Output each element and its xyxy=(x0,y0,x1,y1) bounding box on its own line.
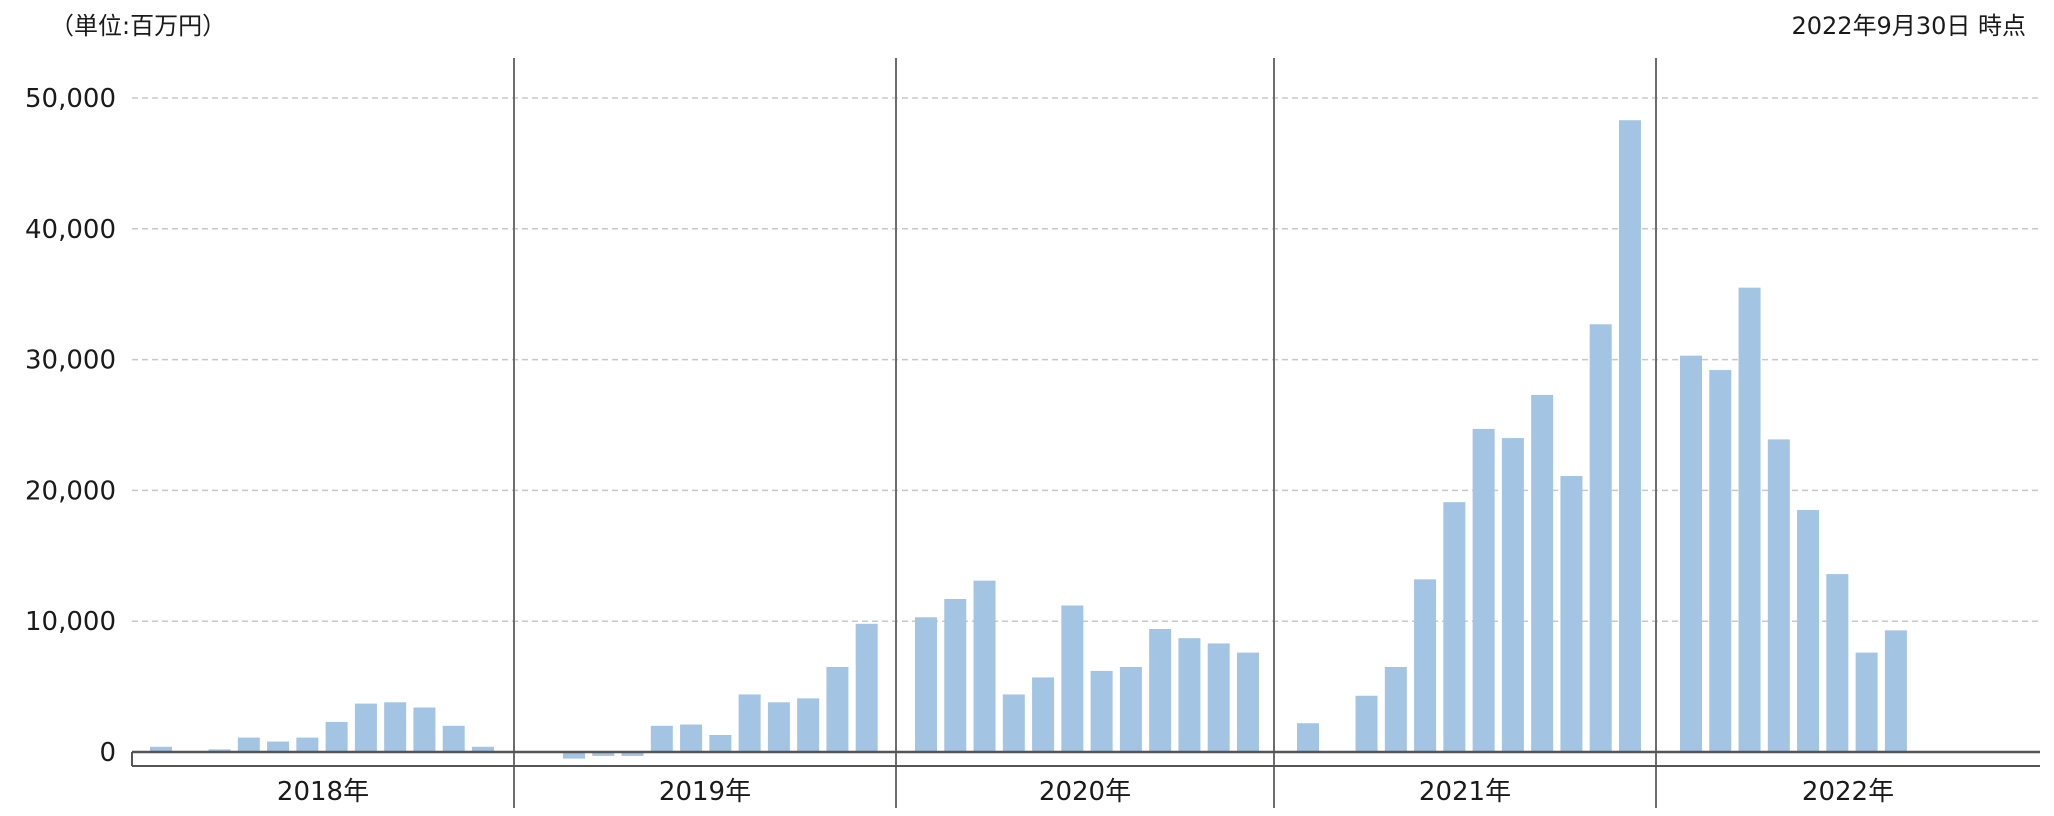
bar xyxy=(1855,652,1878,752)
bar xyxy=(384,702,407,752)
bar xyxy=(1032,677,1055,752)
bar xyxy=(621,752,644,756)
bar xyxy=(767,702,790,752)
bar xyxy=(1207,643,1230,752)
x-year-label: 2018年 xyxy=(277,777,369,807)
bar xyxy=(1384,666,1407,752)
bar xyxy=(150,746,172,752)
bar xyxy=(1002,694,1025,752)
x-year-label: 2019年 xyxy=(659,777,751,807)
bar xyxy=(208,749,231,752)
bar xyxy=(797,698,820,752)
bar xyxy=(1767,439,1790,752)
bar xyxy=(1560,476,1583,752)
bar xyxy=(1355,695,1378,752)
bar xyxy=(1884,630,1907,752)
bar xyxy=(1061,605,1084,752)
y-tick-label: 30,000 xyxy=(25,346,116,376)
bar xyxy=(1178,638,1201,752)
bar xyxy=(237,737,260,752)
y-tick-label: 20,000 xyxy=(25,476,116,506)
bar xyxy=(826,666,849,752)
as-of-date-label: 2022年9月30日 時点 xyxy=(1791,12,2026,40)
bar xyxy=(1531,394,1554,752)
bar xyxy=(973,580,996,752)
x-year-label: 2020年 xyxy=(1039,777,1131,807)
bar xyxy=(1738,287,1761,752)
bar xyxy=(442,725,465,752)
bar xyxy=(592,752,615,756)
unit-label: （単位:百万円） xyxy=(50,12,227,40)
bar xyxy=(1090,670,1113,752)
y-tick-label: 40,000 xyxy=(25,215,116,245)
bar xyxy=(1680,355,1702,752)
bar xyxy=(915,617,937,752)
bar xyxy=(1149,629,1172,752)
y-tick-label: 10,000 xyxy=(25,607,116,637)
y-tick-label: 0 xyxy=(99,738,116,768)
bar xyxy=(855,623,878,752)
bar xyxy=(1472,428,1495,752)
bar xyxy=(709,734,732,752)
bar xyxy=(1414,579,1437,752)
bar xyxy=(354,703,377,752)
bar xyxy=(267,741,290,752)
bar xyxy=(1826,574,1849,752)
y-tick-label: 50,000 xyxy=(25,84,116,114)
bar xyxy=(650,725,673,752)
bar xyxy=(1119,666,1142,752)
bar xyxy=(1589,324,1612,752)
bar xyxy=(944,598,967,752)
bar xyxy=(1443,502,1466,752)
bar xyxy=(1618,120,1641,752)
bar xyxy=(296,737,319,752)
bar xyxy=(1501,438,1524,752)
bar xyxy=(471,746,494,752)
bar xyxy=(563,752,585,759)
bar xyxy=(1236,652,1259,752)
bar xyxy=(1297,723,1319,752)
bar xyxy=(1797,510,1820,752)
bar xyxy=(1709,370,1732,752)
bar xyxy=(325,721,348,752)
x-year-label: 2022年 xyxy=(1802,777,1894,807)
bar xyxy=(738,694,761,752)
bar xyxy=(680,724,703,752)
x-year-label: 2021年 xyxy=(1419,777,1511,807)
bar xyxy=(413,707,436,752)
